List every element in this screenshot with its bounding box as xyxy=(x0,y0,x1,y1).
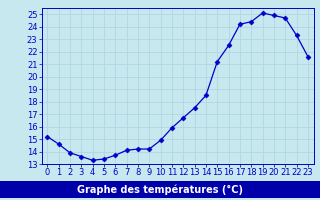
Text: Graphe des températures (°C): Graphe des températures (°C) xyxy=(77,184,243,195)
